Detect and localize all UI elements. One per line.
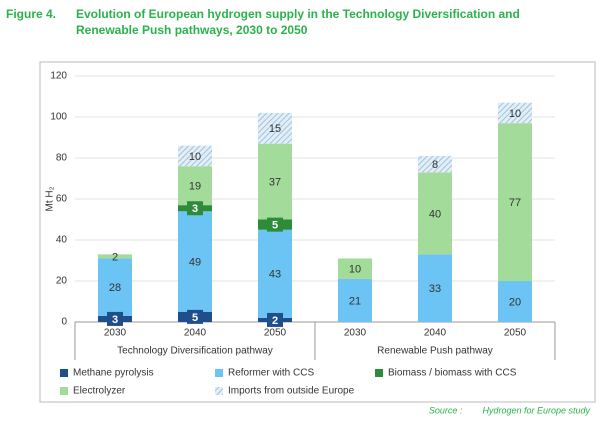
- y-axis-label: Mt H₂: [45, 186, 56, 211]
- x-tick-label: 2030: [344, 328, 367, 339]
- legend-label: Methane pyrolysis: [73, 368, 154, 379]
- y-tick-label: 20: [56, 276, 68, 287]
- group-label: Renewable Push pathway: [377, 346, 493, 357]
- data-label: 8: [432, 159, 438, 171]
- y-tick-label: 60: [56, 194, 68, 205]
- legend-label: Imports from outside Europe: [228, 386, 355, 397]
- bar-segment: [178, 166, 212, 206]
- x-tick-label: 2040: [424, 328, 447, 339]
- figure-label: Figure 4.: [6, 7, 57, 21]
- legend-swatch: [60, 387, 68, 395]
- bar-segment: [418, 155, 452, 173]
- data-label: 49: [189, 256, 201, 268]
- data-label: 5: [192, 312, 198, 324]
- data-label: 5: [272, 220, 278, 232]
- data-label: 10: [189, 151, 201, 163]
- bar-segment: [338, 258, 372, 279]
- data-label: 2: [272, 315, 278, 327]
- bar-segment: [258, 143, 292, 220]
- bar-segment: [418, 172, 452, 255]
- data-label: 28: [109, 282, 121, 294]
- data-label: 77: [509, 197, 521, 209]
- bar-segment: [338, 278, 372, 322]
- source-label: Source :: [429, 405, 463, 415]
- bar-segment: [178, 145, 212, 167]
- data-label: 40: [429, 208, 441, 220]
- bar-segment: [498, 281, 532, 322]
- data-label: 20: [509, 296, 521, 308]
- x-tick-label: 2040: [184, 328, 207, 339]
- data-label: 21: [349, 295, 361, 307]
- data-label: 3: [112, 314, 118, 326]
- chart-frame: [39, 61, 596, 403]
- group-label: Technology Diversification pathway: [117, 346, 273, 357]
- data-label: 37: [269, 176, 281, 188]
- data-label: 15: [269, 123, 281, 135]
- legend-swatch: [60, 369, 68, 377]
- legend-swatch: [375, 369, 383, 377]
- data-label: 19: [189, 181, 201, 193]
- legend-label: Electrolyzer: [73, 386, 126, 397]
- bar-segment: [98, 254, 132, 259]
- legend-swatch: [215, 369, 223, 377]
- data-label-box: [187, 201, 203, 216]
- data-label-box: [107, 311, 123, 326]
- legend-label: Biomass / biomass with CCS: [388, 368, 517, 379]
- bar-segment: [498, 102, 532, 124]
- legend-swatch: [215, 387, 223, 395]
- data-label-box: [187, 309, 203, 324]
- bar-segment: [418, 254, 452, 322]
- data-label-box: [267, 312, 283, 327]
- source: Hydrogen for Europe study: [482, 405, 590, 415]
- data-label: 3: [192, 203, 198, 215]
- bar-segment: [178, 211, 212, 312]
- x-tick-label: 2050: [264, 328, 287, 339]
- data-label: 10: [509, 108, 521, 120]
- y-tick-label: 120: [50, 71, 67, 82]
- bar-segment: [98, 258, 132, 316]
- y-tick-label: 0: [61, 317, 67, 328]
- y-tick-label: 100: [50, 112, 67, 123]
- data-label: 10: [349, 264, 361, 276]
- bar-segment: [258, 229, 292, 318]
- y-tick-label: 80: [56, 153, 68, 164]
- data-label: 33: [429, 283, 441, 295]
- chart-title: Evolution of European hydrogen supply in…: [76, 7, 520, 37]
- bar-segment: [258, 112, 292, 144]
- title-block: Figure 4. Evolution of European hydrogen…: [6, 6, 566, 38]
- data-label: 43: [269, 269, 281, 281]
- bar-segment: [498, 123, 532, 282]
- data-label-box: [267, 217, 283, 232]
- y-tick-label: 40: [56, 235, 68, 246]
- x-tick-label: 2050: [504, 328, 527, 339]
- x-tick-label: 2030: [104, 328, 127, 339]
- data-label: 2: [112, 251, 118, 263]
- legend-label: Reformer with CCS: [228, 368, 314, 379]
